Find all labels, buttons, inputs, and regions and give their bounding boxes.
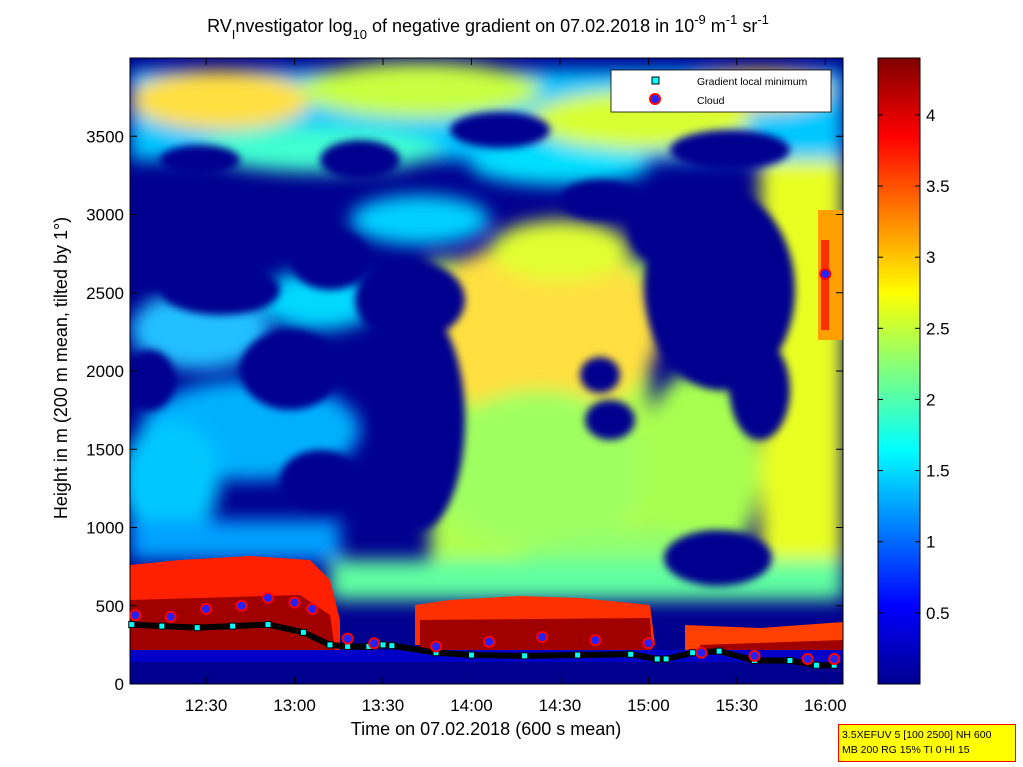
cloud-point (483, 635, 496, 648)
x-tick-label: 15:30 (716, 696, 759, 715)
x-tick-label: 15:00 (627, 696, 670, 715)
colorbar-tick-label: 2 (926, 390, 935, 409)
cloud-point (589, 634, 602, 647)
cloud-point (164, 610, 177, 623)
y-axis-label: Height in m (200 m mean, tilted by 1°) (51, 217, 71, 519)
minimum-point (299, 628, 307, 636)
minimum-trace (131, 621, 835, 669)
colorbar-tick-label: 3 (926, 248, 935, 267)
x-axis-label: Time on 07.02.2018 (600 s mean) (351, 719, 622, 739)
legend: Gradient local minimum Cloud (610, 69, 832, 113)
minimum-point (229, 622, 237, 630)
cloud-point (129, 609, 142, 622)
y-tick-label: 1500 (86, 440, 124, 459)
minimum-point (388, 642, 396, 650)
minimum-point (812, 661, 820, 669)
cloud-point (819, 267, 832, 280)
colorbar-tick-label: 0.5 (926, 604, 950, 623)
info-box: 3.5XEFUV 5 [100 2500] NH 600 MB 200 RG 1… (838, 724, 1016, 762)
marker-series (128, 267, 841, 669)
minimum-point (326, 641, 334, 649)
cloud-point (368, 637, 381, 650)
minimum-point (264, 621, 272, 629)
minimum-point (379, 641, 387, 649)
minimum-point (158, 622, 166, 630)
cloud-point (306, 602, 319, 615)
legend-label-cloud: Cloud (697, 95, 725, 107)
legend-label-minimum: Gradient local minimum (697, 76, 808, 88)
y-tick-label: 2500 (86, 284, 124, 303)
cloud-point (642, 637, 655, 650)
cloud-point (430, 640, 443, 653)
cloud-point (341, 632, 354, 645)
minimum-point (653, 655, 661, 663)
minimum-point (128, 621, 136, 629)
colorbar-tick-label: 1.5 (926, 462, 950, 481)
colorbar-tick-label: 4 (926, 106, 935, 125)
minimum-point (627, 650, 635, 658)
heatmap-plot (130, 58, 843, 684)
minimum-point (689, 649, 697, 657)
y-tick-label: 1000 (86, 519, 124, 538)
x-tick-label: 14:00 (450, 696, 493, 715)
cloud-point (828, 652, 841, 665)
colorbar-ticks: 0.5 1 1.5 2 2.5 3 3.5 4 (878, 106, 950, 623)
x-tick-label: 16:00 (804, 696, 847, 715)
y-tick-label: 3500 (86, 127, 124, 146)
legend-circle-marker (649, 93, 661, 105)
y-tick-label: 3000 (86, 206, 124, 225)
y-axis-ticks: 0 500 1000 1500 2000 2500 3000 3500 (86, 127, 843, 694)
x-tick-label: 13:30 (362, 696, 405, 715)
legend-square-marker (651, 76, 660, 85)
cloud-point (262, 591, 274, 604)
chart-title: RVInvestigator log10 of negative gradien… (207, 12, 769, 42)
cloud-point (288, 596, 301, 609)
y-tick-label: 500 (96, 597, 124, 616)
cloud-point (801, 652, 814, 665)
minimum-point (715, 647, 723, 655)
x-tick-label: 14:30 (539, 696, 582, 715)
y-tick-label: 0 (115, 675, 124, 694)
minimum-point (786, 657, 794, 665)
minimum-point (574, 651, 582, 659)
colorbar-tick-label: 1 (926, 533, 935, 552)
cloud-point (235, 599, 248, 612)
minimum-point (193, 624, 201, 632)
x-tick-label: 13:00 (273, 696, 316, 715)
colorbar (877, 57, 921, 685)
minimum-point (467, 651, 475, 659)
cloud-point (695, 646, 708, 659)
y-tick-label: 2000 (86, 362, 124, 381)
x-tick-label: 12:30 (185, 696, 228, 715)
minimum-point (662, 655, 670, 663)
info-line-2: MB 200 RG 15% TI 0 HI 15 (842, 744, 970, 756)
info-line-1: 3.5XEFUV 5 [100 2500] NH 600 (842, 729, 992, 741)
colorbar-tick-label: 3.5 (926, 177, 950, 196)
cloud-point (536, 631, 549, 644)
minimum-point (521, 652, 529, 660)
x-axis-ticks: 12:30 13:00 13:30 14:00 14:30 15:00 15:30 16:00 (185, 58, 847, 715)
cloud-point (748, 649, 761, 662)
cloud-point (200, 602, 213, 615)
colorbar-tick-label: 2.5 (926, 319, 950, 338)
